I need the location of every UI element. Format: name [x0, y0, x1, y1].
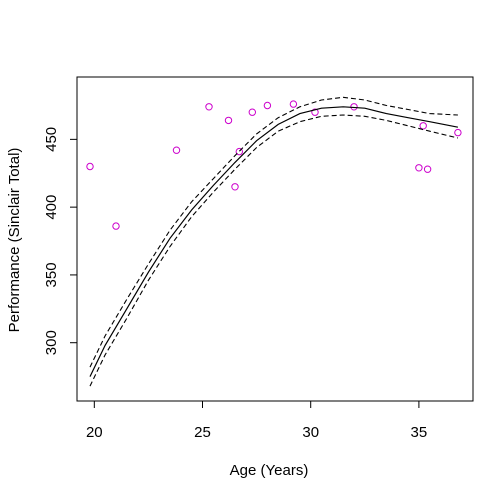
data-point	[311, 108, 319, 116]
data-point	[419, 122, 427, 130]
x-axis-label: Age (Years)	[230, 462, 309, 479]
y-axis-label: Performance (Sinclair Total)	[6, 148, 23, 333]
upper-confidence-line	[89, 96, 458, 368]
data-point	[289, 100, 298, 108]
fit-line	[89, 106, 459, 377]
lower-confidence-line	[89, 114, 459, 387]
data-point	[423, 165, 432, 173]
x-tick-label: 35	[411, 424, 428, 441]
data-point	[172, 146, 181, 154]
plot-layer	[86, 96, 462, 387]
y-tick-label: 350	[43, 262, 60, 287]
x-tick-label: 25	[194, 424, 211, 441]
y-tick-label: 400	[43, 195, 60, 220]
data-point	[454, 128, 462, 137]
data-point	[248, 108, 257, 116]
data-point	[235, 147, 244, 156]
y-tick-label: 450	[43, 127, 60, 152]
data-point	[112, 222, 120, 230]
plot-frame	[76, 76, 474, 402]
x-tick-label: 30	[302, 424, 319, 441]
x-tick-label: 20	[86, 424, 103, 441]
y-tick-label: 300	[43, 330, 60, 355]
data-point	[224, 116, 233, 125]
data-point	[231, 183, 239, 191]
data-point	[263, 101, 272, 110]
data-point	[415, 164, 423, 172]
axes-layer: 20 25 30 35 300 350 400 450	[43, 127, 427, 441]
data-point	[205, 103, 213, 111]
data-point	[86, 162, 94, 171]
